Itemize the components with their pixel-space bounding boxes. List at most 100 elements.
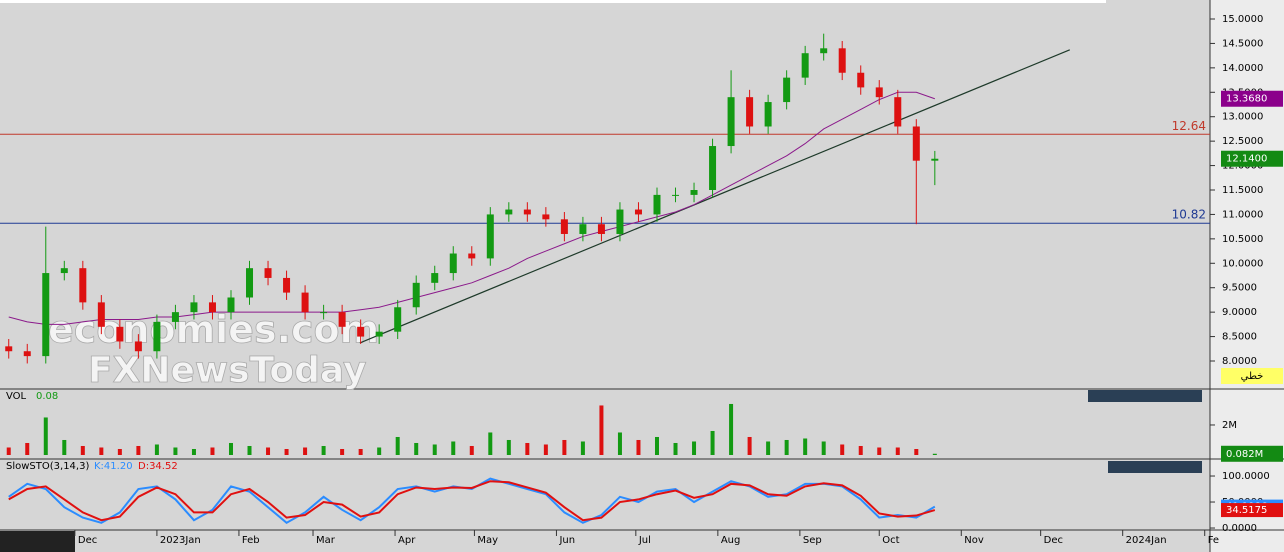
volume-bar bbox=[191, 448, 196, 455]
volume-bar bbox=[636, 439, 641, 455]
scale-label[interactable]: خطي bbox=[1241, 371, 1264, 382]
candle-body bbox=[579, 224, 587, 234]
y-tick-label: 9.5000 bbox=[1222, 283, 1257, 294]
candle-body bbox=[875, 87, 883, 98]
candle-body bbox=[449, 253, 457, 274]
volume-bar bbox=[543, 444, 548, 455]
candle-body bbox=[171, 312, 179, 322]
y-tick-label: 10.5000 bbox=[1222, 234, 1263, 245]
candle-body bbox=[597, 224, 605, 234]
volume-bar bbox=[43, 417, 48, 455]
x-tick-label: Fe bbox=[1208, 535, 1219, 546]
volume-bar bbox=[562, 439, 567, 455]
pane-toolbar bbox=[1108, 461, 1202, 473]
candle-body bbox=[709, 146, 717, 191]
x-tick-label: Dec bbox=[1044, 535, 1063, 546]
volume-bar bbox=[321, 445, 326, 455]
candle-body bbox=[60, 268, 68, 274]
candle-body bbox=[801, 53, 809, 78]
x-tick-label: 2023Jan bbox=[160, 535, 201, 546]
volume-bar bbox=[6, 447, 11, 455]
candle-body bbox=[912, 126, 920, 161]
level-label: 10.82 bbox=[1172, 208, 1206, 222]
volume-bar bbox=[617, 432, 622, 455]
y-tick-label: 8.5000 bbox=[1222, 332, 1257, 343]
y-tick-label: 11.0000 bbox=[1222, 209, 1263, 220]
volume-bar bbox=[358, 448, 363, 455]
volume-bar bbox=[710, 430, 715, 455]
x-tick-label: May bbox=[477, 535, 498, 546]
x-tick-label: Apr bbox=[398, 535, 416, 546]
volume-bar bbox=[99, 447, 104, 455]
y-tick-label: 8.0000 bbox=[1222, 356, 1257, 367]
volume-bar bbox=[62, 439, 67, 455]
y-tick-label: 14.0000 bbox=[1222, 63, 1263, 74]
stoch-tag bbox=[1221, 503, 1283, 518]
scale-button[interactable] bbox=[1221, 368, 1283, 384]
candle-body bbox=[523, 209, 531, 215]
stoch-title: SlowSTO(3,14,3) bbox=[6, 461, 89, 472]
price-tag-label: 12.1400 bbox=[1226, 154, 1267, 165]
volume-bar bbox=[895, 447, 900, 455]
candle-body bbox=[283, 277, 291, 293]
candle-body bbox=[394, 307, 402, 332]
volume-bar bbox=[284, 448, 289, 455]
volume-bar bbox=[729, 403, 734, 455]
volume-bar bbox=[914, 448, 919, 455]
candle-body bbox=[746, 97, 754, 127]
y-tick-label: 13.0000 bbox=[1222, 112, 1263, 123]
volume-bar bbox=[173, 447, 178, 455]
y-tick-label: 12.5000 bbox=[1222, 136, 1263, 147]
candle-body bbox=[134, 341, 142, 352]
plot-bg bbox=[0, 0, 1210, 552]
candle-body bbox=[672, 194, 680, 196]
volume-title: VOL bbox=[6, 391, 27, 402]
volume-bar bbox=[303, 447, 308, 455]
candle-body bbox=[153, 321, 161, 352]
volume-tag-label: 0.082M bbox=[1226, 449, 1263, 460]
volume-bar bbox=[858, 445, 863, 455]
volume-bar bbox=[821, 441, 826, 455]
candle-body bbox=[357, 326, 365, 337]
pane-toolbar bbox=[1088, 390, 1202, 402]
candle-body bbox=[616, 209, 624, 234]
volume-bar bbox=[766, 441, 771, 455]
volume-bar bbox=[414, 442, 419, 455]
candle-body bbox=[764, 102, 772, 127]
volume-bar bbox=[784, 439, 789, 455]
candle-body bbox=[301, 292, 309, 313]
y-tick-label: 0.0000 bbox=[1222, 523, 1257, 534]
candle-body bbox=[23, 351, 31, 357]
volume-bar bbox=[673, 442, 678, 455]
candle-body bbox=[190, 302, 198, 313]
candle-body bbox=[468, 253, 476, 259]
volume-bar bbox=[210, 447, 215, 455]
volume-bar bbox=[877, 447, 882, 455]
axis-bg bbox=[1210, 0, 1284, 552]
y-tick-label: 15.0000 bbox=[1222, 14, 1263, 25]
stoch-k: K:41.20 bbox=[94, 461, 133, 472]
level-label: 12.64 bbox=[1172, 119, 1206, 133]
x-tick-label: Dec bbox=[78, 535, 97, 546]
candle-body bbox=[97, 302, 105, 327]
volume-bar bbox=[432, 444, 437, 455]
watermark: FXNewsToday bbox=[88, 350, 367, 391]
candle-body bbox=[264, 268, 272, 278]
candle-body bbox=[208, 302, 216, 313]
date-axis-corner bbox=[0, 531, 75, 552]
volume-bar bbox=[840, 444, 845, 455]
candle-body bbox=[412, 282, 420, 308]
candle-body bbox=[894, 97, 902, 127]
candle-body bbox=[838, 48, 846, 73]
candle-body bbox=[690, 190, 698, 195]
price-tag bbox=[1221, 90, 1283, 107]
candle-body bbox=[431, 273, 439, 283]
x-tick-label: Nov bbox=[964, 535, 984, 546]
x-tick-label: Sep bbox=[803, 535, 822, 546]
candle-body bbox=[338, 312, 346, 327]
x-tick-label: Feb bbox=[242, 535, 260, 546]
candle-body bbox=[320, 312, 328, 314]
volume-bar bbox=[247, 445, 252, 455]
